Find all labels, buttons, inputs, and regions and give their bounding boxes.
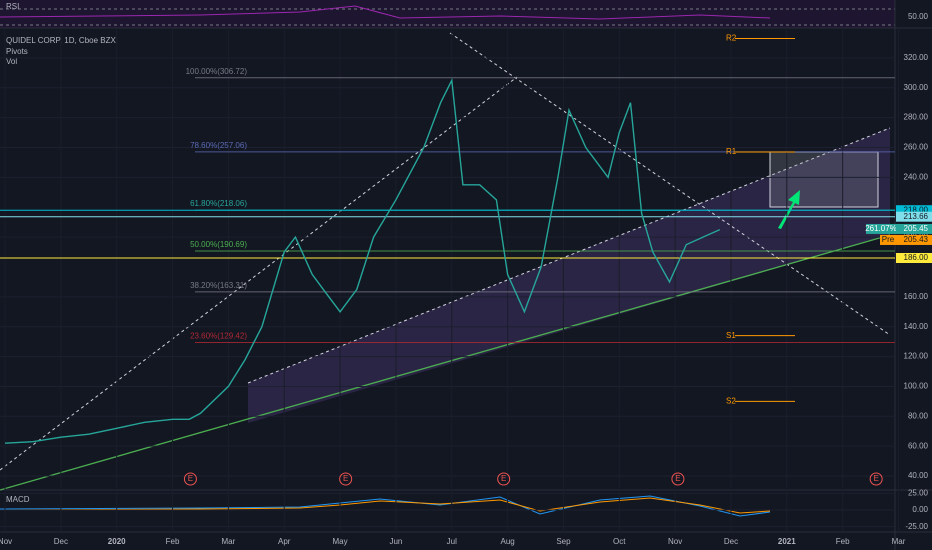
x-tick-label: Nov <box>668 537 682 546</box>
fib-label: 23.60%(129.42) <box>190 332 247 341</box>
x-tick-label: May <box>333 537 348 546</box>
y-tick-label: 60.00 <box>908 441 929 450</box>
y-tick-label: 120.00 <box>904 352 929 361</box>
fib-label: 38.20%(163.31) <box>190 281 247 290</box>
y-tick-label: 40.00 <box>908 471 929 480</box>
pre-price-label: 205.43 <box>904 235 929 244</box>
level-badge <box>896 205 932 216</box>
price-line <box>4 77 721 444</box>
pivot-label: S1 <box>726 331 736 340</box>
y-tick-label: 260.00 <box>904 143 929 152</box>
y-tick-label: 240.00 <box>904 172 929 181</box>
earnings-label: E <box>501 474 506 483</box>
y-tick-label: 100.00 <box>904 382 929 391</box>
indicator-label: Pivots <box>6 47 28 56</box>
earnings-marker <box>339 472 353 486</box>
macd-line <box>0 495 771 517</box>
trend-line <box>0 234 891 491</box>
level-label: 213.66 <box>904 212 929 221</box>
x-tick-label: Mar <box>892 537 906 546</box>
x-tick-label: Feb <box>166 537 180 546</box>
trend-line <box>247 127 891 384</box>
x-tick-label: Dec <box>724 537 738 546</box>
fib-label: 100.00%(306.72) <box>186 67 248 76</box>
level-badge <box>896 253 932 263</box>
x-tick-label: Nov <box>0 537 12 546</box>
macd-tick-label: 25.00 <box>908 488 929 497</box>
x-tick-label: Jun <box>389 537 402 546</box>
price-label: 205.45 <box>904 224 929 233</box>
trend-line <box>0 76 518 471</box>
rsi-panel <box>0 0 895 28</box>
level-label: 186.00 <box>904 253 929 262</box>
y-tick-label: 320.00 <box>904 53 929 62</box>
macd-tick-label: 0.00 <box>912 505 928 514</box>
change-label: 261.07% <box>865 224 897 233</box>
earnings-label: E <box>675 474 680 483</box>
x-tick-label: Dec <box>54 537 68 546</box>
fib-label: 78.60%(257.06) <box>190 141 247 150</box>
price-badge <box>896 223 932 234</box>
fib-label: 61.80%(218.06) <box>190 199 247 208</box>
arrow <box>778 190 800 229</box>
x-tick-label: Sep <box>556 537 571 546</box>
y-tick-label: 300.00 <box>904 83 929 92</box>
earnings-marker <box>497 472 511 486</box>
fib-label: 50.00%(190.69) <box>190 240 247 249</box>
indicator-label: Vol <box>6 57 17 66</box>
rsi-tick-label: 50.00 <box>908 12 929 21</box>
pivot-label: R1 <box>726 147 737 156</box>
y-tick-label: 160.00 <box>904 292 929 301</box>
x-tick-label: Feb <box>836 537 850 546</box>
x-tick-label: Apr <box>278 537 291 546</box>
pivot-label: R2 <box>726 34 737 43</box>
rsi-line <box>0 5 771 20</box>
earnings-marker <box>869 472 883 486</box>
trend-line <box>449 32 891 336</box>
x-tick-label: 2021 <box>778 537 796 546</box>
earnings-label: E <box>188 474 193 483</box>
change-badge <box>866 223 896 234</box>
y-tick-label: 140.00 <box>904 322 929 331</box>
level-label: 218.00 <box>904 205 929 214</box>
y-tick-label: 280.00 <box>904 113 929 122</box>
pre-price-badge <box>896 234 932 245</box>
earnings-marker <box>183 472 197 486</box>
level-badge <box>896 211 932 222</box>
pre-badge <box>880 234 896 245</box>
channel <box>248 128 890 423</box>
rsi-label: RSI <box>6 2 19 11</box>
macd-tick-label: -25.00 <box>905 522 928 531</box>
earnings-label: E <box>873 474 878 483</box>
earnings-label: E <box>343 474 348 483</box>
earnings-marker <box>671 472 685 486</box>
macd-label: MACD <box>6 495 30 504</box>
x-tick-label: 2020 <box>108 537 126 546</box>
pivot-label: S2 <box>726 396 736 405</box>
x-tick-label: Mar <box>222 537 236 546</box>
y-tick-label: 80.00 <box>908 411 929 420</box>
x-tick-label: Oct <box>613 537 626 546</box>
target-box <box>769 151 879 208</box>
pre-name: Pre <box>882 235 895 244</box>
x-tick-label: Aug <box>500 537 514 546</box>
signal-line <box>0 497 771 514</box>
x-tick-label: Jul <box>447 537 457 546</box>
